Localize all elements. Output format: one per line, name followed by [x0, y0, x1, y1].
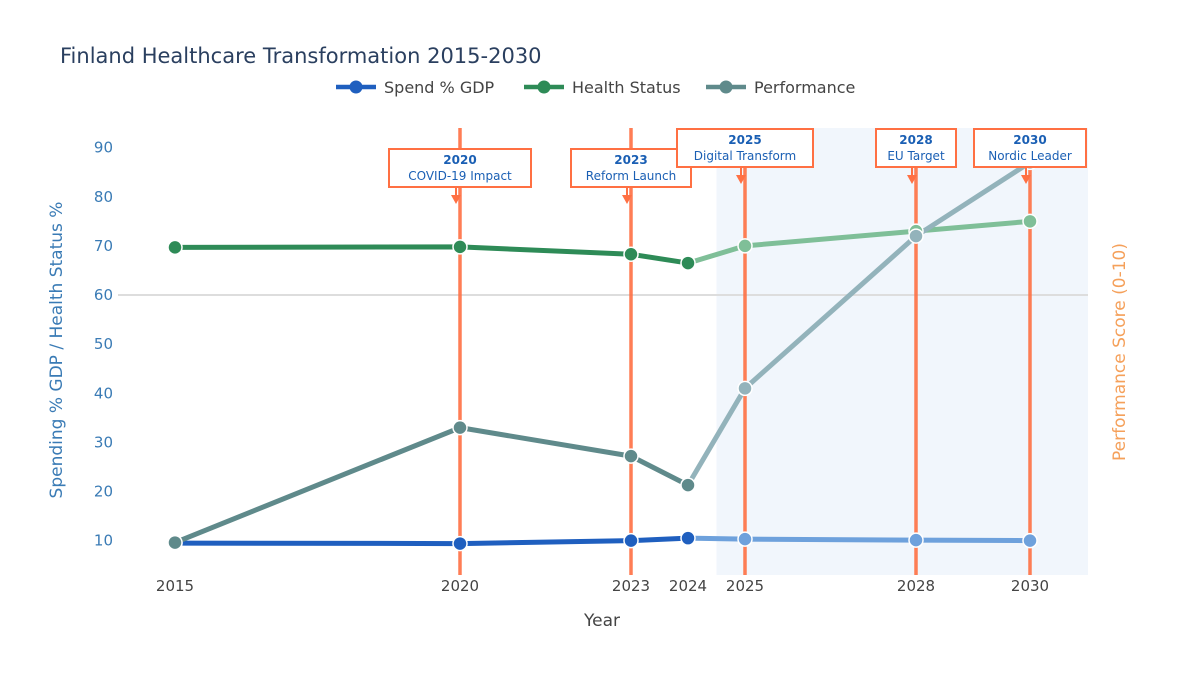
y-tick-label: 30	[94, 433, 113, 451]
annotation-year: 2030	[1013, 133, 1046, 147]
y-axis-title: Spending % GDP / Health Status %	[47, 202, 67, 499]
annotation-2023: 2023 Reform Launch	[570, 148, 692, 204]
y-tick-label: 40	[94, 384, 113, 402]
annotation-year: 2023	[614, 153, 647, 167]
annotation-box	[973, 128, 1087, 168]
annotation-2025: 2025 Digital Transform	[676, 128, 814, 184]
annotation-label: COVID-19 Impact	[408, 169, 512, 183]
annotation-label: Reform Launch	[586, 169, 676, 183]
y2-axis-title: Performance Score (0-10)	[1110, 243, 1130, 461]
legend: Spend % GDP Health Status Performance	[336, 78, 855, 97]
annotation-box	[388, 148, 532, 188]
series-line-performance	[174, 425, 690, 545]
annotation-2020: 2020 COVID-19 Impact	[388, 148, 532, 204]
annotation-box	[875, 128, 957, 168]
y-tick-label: 10	[94, 532, 113, 550]
data-point-health-status	[1022, 213, 1038, 230]
annotation-box	[676, 128, 814, 168]
data-point-performance	[680, 477, 696, 493]
data-point-spend-gdp	[452, 535, 468, 552]
annotation-arrow-head	[1021, 175, 1031, 184]
legend-label: Health Status	[572, 78, 681, 97]
series-projection-line-performance	[685, 160, 1032, 487]
data-point-performance	[452, 419, 468, 436]
data-point-spend-gdp	[737, 531, 753, 547]
x-tick-label: 2024	[669, 577, 707, 595]
annotation-arrow-head	[622, 195, 632, 204]
projection-region	[716, 128, 1088, 575]
data-point-performance	[737, 380, 753, 397]
x-tick-label: 2023	[612, 577, 650, 595]
data-point-performance	[623, 448, 639, 464]
chart-title: Finland Healthcare Transformation 2015-2…	[60, 44, 542, 68]
annotation-box	[570, 148, 692, 188]
legend-swatch-marker	[349, 80, 363, 94]
data-point-health-status	[680, 255, 696, 271]
y-tick-label: 60	[94, 286, 113, 304]
legend-item-health-status[interactable]: Health Status	[524, 78, 681, 97]
data-point-health-status	[737, 238, 753, 254]
series-projection-line-spend-gdp	[687, 535, 1031, 544]
y-tick-label: 90	[94, 139, 113, 157]
y-tick-label: 80	[94, 188, 113, 206]
data-point-spend-gdp	[623, 532, 639, 549]
annotation-arrow-head	[736, 175, 746, 184]
x-tick-label: 2015	[156, 577, 194, 595]
data-point-spend-gdp	[1022, 532, 1038, 549]
x-tick-label: 2020	[441, 577, 479, 595]
series-line-spend-gdp	[174, 535, 689, 547]
data-point-health-status	[623, 246, 639, 262]
annotation-year: 2020	[443, 153, 476, 167]
annotation-2030: 2030 Nordic Leader	[973, 128, 1087, 184]
annotation-year: 2025	[728, 133, 761, 147]
x-tick-label: 2028	[897, 577, 935, 595]
y-tick-label: 50	[94, 335, 113, 353]
legend-item-performance[interactable]: Performance	[706, 78, 855, 97]
x-tick-label: 2025	[726, 577, 764, 595]
data-point-health-status	[167, 239, 183, 256]
series-line-health-status	[174, 244, 689, 266]
annotation-label: EU Target	[887, 149, 945, 163]
x-tick-label: 2030	[1011, 577, 1049, 595]
data-point-spend-gdp	[680, 530, 696, 546]
legend-label: Spend % GDP	[384, 78, 495, 97]
series-projection-line-health-status	[687, 218, 1031, 266]
data-point-performance	[167, 534, 183, 551]
data-point-health-status	[452, 239, 468, 255]
annotation-label: Nordic Leader	[988, 149, 1072, 163]
y-tick-label: 20	[94, 482, 113, 500]
legend-label: Performance	[754, 78, 855, 97]
y-tick-label: 70	[94, 237, 113, 255]
data-point-spend-gdp	[908, 532, 924, 548]
legend-item-spend-gdp[interactable]: Spend % GDP	[336, 78, 495, 97]
annotation-label: Digital Transform	[694, 149, 796, 163]
annotation-arrow-head	[451, 195, 461, 204]
legend-swatch-marker	[719, 80, 733, 94]
annotation-year: 2028	[899, 133, 932, 147]
annotation-2028: 2028 EU Target	[875, 128, 957, 184]
data-point-performance	[908, 228, 924, 244]
annotation-arrow-head	[907, 175, 917, 184]
x-axis-title: Year	[583, 611, 620, 631]
legend-swatch-marker	[537, 80, 551, 94]
